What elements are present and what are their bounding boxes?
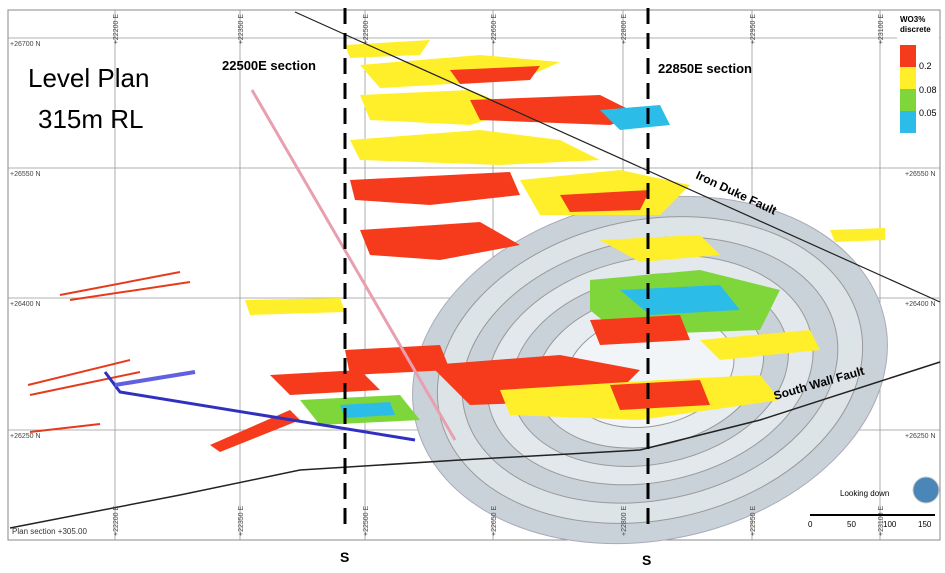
- ore-blocks: [210, 40, 885, 452]
- easting-labels: +22200 E +22200 E +22350 E +22350 E +22500 E…: [113, 14, 885, 536]
- northing-label: +26700 N: [10, 41, 41, 48]
- view-icon: [912, 476, 940, 504]
- legend: WO3% discrete 0.2 0.08 0.05: [897, 12, 939, 142]
- easting-label: +22500 E: [363, 506, 370, 536]
- legend-item: 0.2: [919, 61, 932, 71]
- scale-label: 0: [808, 520, 813, 529]
- northing-label: +26400 N: [905, 301, 936, 308]
- legend-title: WO3%: [900, 15, 925, 24]
- easting-label: +22800 E: [621, 506, 628, 536]
- legend-subtitle: discrete: [900, 25, 931, 34]
- easting-label: +22350 E: [238, 14, 245, 44]
- title-line: Level Plan: [28, 63, 149, 93]
- plan-section-label: Plan section +305.00: [12, 527, 87, 536]
- legend-item: 0.08: [919, 85, 937, 95]
- easting-label: +23100 E: [878, 506, 885, 536]
- open-pit: [412, 195, 888, 545]
- scale-bar: 0 50 100 150: [808, 514, 935, 529]
- title-line: 315m RL: [38, 104, 144, 134]
- northing-label: +26250 N: [905, 433, 936, 440]
- decline: [103, 371, 416, 442]
- section-mark: S: [340, 549, 349, 565]
- northing-label: +26250 N: [10, 433, 41, 440]
- legend-item: 0.05: [919, 108, 937, 118]
- easting-label: +22200 E: [113, 14, 120, 44]
- scale-label: 150: [918, 520, 932, 529]
- northing-label: +26550 N: [905, 171, 936, 178]
- easting-label: +22650 E: [491, 14, 498, 44]
- view-label: Looking down: [840, 489, 889, 498]
- section-label: 22500E section: [222, 58, 316, 73]
- grid-labels: +26700 N +26550 N +26400 N +26250 N +265…: [10, 41, 936, 440]
- easting-label: +22950 E: [750, 14, 757, 44]
- section-label: 22850E section: [658, 61, 752, 76]
- drive: [114, 370, 196, 387]
- iron-duke-fault-line: [294, 11, 941, 303]
- scale-label: 50: [847, 520, 856, 529]
- south-wall-fault-line: [9, 361, 941, 529]
- section-mark: S: [642, 552, 651, 568]
- easting-label: +22650 E: [491, 506, 498, 536]
- easting-label: +22350 E: [238, 506, 245, 536]
- easting-label: +22950 E: [750, 506, 757, 536]
- easting-label: +22500 E: [363, 14, 370, 44]
- easting-label: +22200 E: [113, 506, 120, 536]
- northing-label: +26400 N: [10, 301, 41, 308]
- easting-label: +22800 E: [621, 14, 628, 44]
- scale-label: 100: [883, 520, 897, 529]
- easting-label: +23100 E: [878, 14, 885, 44]
- drillhole: [250, 89, 457, 441]
- northing-label: +26550 N: [10, 171, 41, 178]
- drill-traces: [27, 271, 191, 433]
